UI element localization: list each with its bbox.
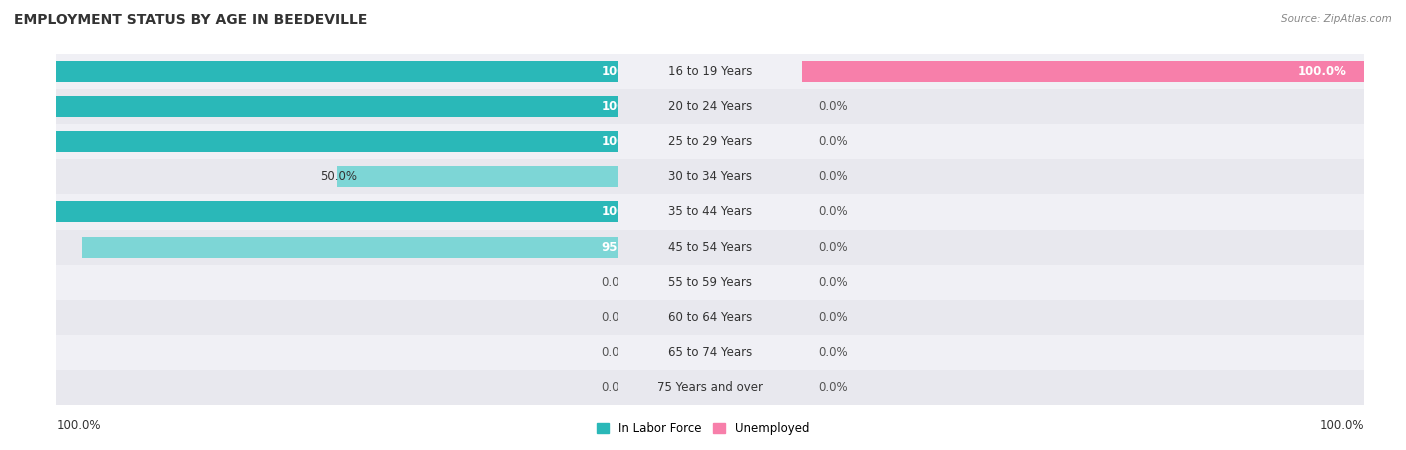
Text: 0.0%: 0.0% — [818, 100, 848, 113]
Text: 100.0%: 100.0% — [602, 135, 651, 148]
Bar — [82, 237, 619, 257]
Bar — [619, 370, 801, 405]
Bar — [56, 61, 619, 82]
Text: 45 to 54 Years: 45 to 54 Years — [668, 241, 752, 253]
Text: 0.0%: 0.0% — [818, 206, 848, 218]
Text: 0.0%: 0.0% — [818, 346, 848, 359]
Bar — [801, 54, 1364, 89]
Bar — [619, 194, 801, 230]
Text: 20 to 24 Years: 20 to 24 Years — [668, 100, 752, 113]
Text: 0.0%: 0.0% — [818, 311, 848, 324]
Bar — [337, 166, 619, 187]
Bar — [56, 370, 619, 405]
Text: 16 to 19 Years: 16 to 19 Years — [668, 65, 752, 78]
Text: 0.0%: 0.0% — [602, 276, 631, 288]
Text: 60 to 64 Years: 60 to 64 Years — [668, 311, 752, 324]
Text: 100.0%: 100.0% — [602, 65, 651, 78]
Text: 0.0%: 0.0% — [818, 135, 848, 148]
Bar — [56, 230, 619, 265]
Text: 100.0%: 100.0% — [56, 419, 101, 432]
Bar — [801, 159, 1364, 194]
Bar — [619, 230, 801, 265]
Text: 0.0%: 0.0% — [818, 276, 848, 288]
Bar — [56, 89, 619, 124]
Bar — [801, 230, 1364, 265]
Bar — [56, 131, 619, 152]
Text: 0.0%: 0.0% — [602, 311, 631, 324]
Text: 65 to 74 Years: 65 to 74 Years — [668, 346, 752, 359]
Text: 100.0%: 100.0% — [1298, 65, 1347, 78]
Text: 75 Years and over: 75 Years and over — [657, 381, 763, 394]
Text: Source: ZipAtlas.com: Source: ZipAtlas.com — [1281, 14, 1392, 23]
Text: EMPLOYMENT STATUS BY AGE IN BEEDEVILLE: EMPLOYMENT STATUS BY AGE IN BEEDEVILLE — [14, 14, 367, 27]
Bar — [619, 335, 801, 370]
Bar — [801, 61, 1364, 82]
Text: 0.0%: 0.0% — [818, 381, 848, 394]
Text: 100.0%: 100.0% — [602, 206, 651, 218]
Bar — [801, 265, 1364, 300]
Text: 50.0%: 50.0% — [321, 171, 357, 183]
Bar — [56, 96, 619, 117]
Bar — [619, 54, 801, 89]
Bar — [619, 89, 801, 124]
Text: 55 to 59 Years: 55 to 59 Years — [668, 276, 752, 288]
Text: 100.0%: 100.0% — [1319, 419, 1364, 432]
Text: 0.0%: 0.0% — [602, 346, 631, 359]
Bar — [801, 335, 1364, 370]
Bar — [56, 300, 619, 335]
Bar — [801, 370, 1364, 405]
Bar — [801, 300, 1364, 335]
Bar — [56, 194, 619, 230]
Bar — [801, 194, 1364, 230]
Text: 35 to 44 Years: 35 to 44 Years — [668, 206, 752, 218]
Bar — [801, 89, 1364, 124]
Text: 30 to 34 Years: 30 to 34 Years — [668, 171, 752, 183]
Legend: In Labor Force, Unemployed: In Labor Force, Unemployed — [592, 417, 814, 440]
Bar — [56, 159, 619, 194]
Bar — [619, 159, 801, 194]
Bar — [56, 124, 619, 159]
Bar — [619, 300, 801, 335]
Bar — [619, 124, 801, 159]
Bar — [56, 202, 619, 222]
Text: 25 to 29 Years: 25 to 29 Years — [668, 135, 752, 148]
Bar — [56, 54, 619, 89]
Bar — [801, 124, 1364, 159]
Bar — [56, 265, 619, 300]
Bar — [56, 335, 619, 370]
Text: 100.0%: 100.0% — [602, 100, 651, 113]
Text: 95.5%: 95.5% — [602, 241, 643, 253]
Bar — [619, 265, 801, 300]
Text: 0.0%: 0.0% — [602, 381, 631, 394]
Text: 0.0%: 0.0% — [818, 171, 848, 183]
Text: 0.0%: 0.0% — [818, 241, 848, 253]
